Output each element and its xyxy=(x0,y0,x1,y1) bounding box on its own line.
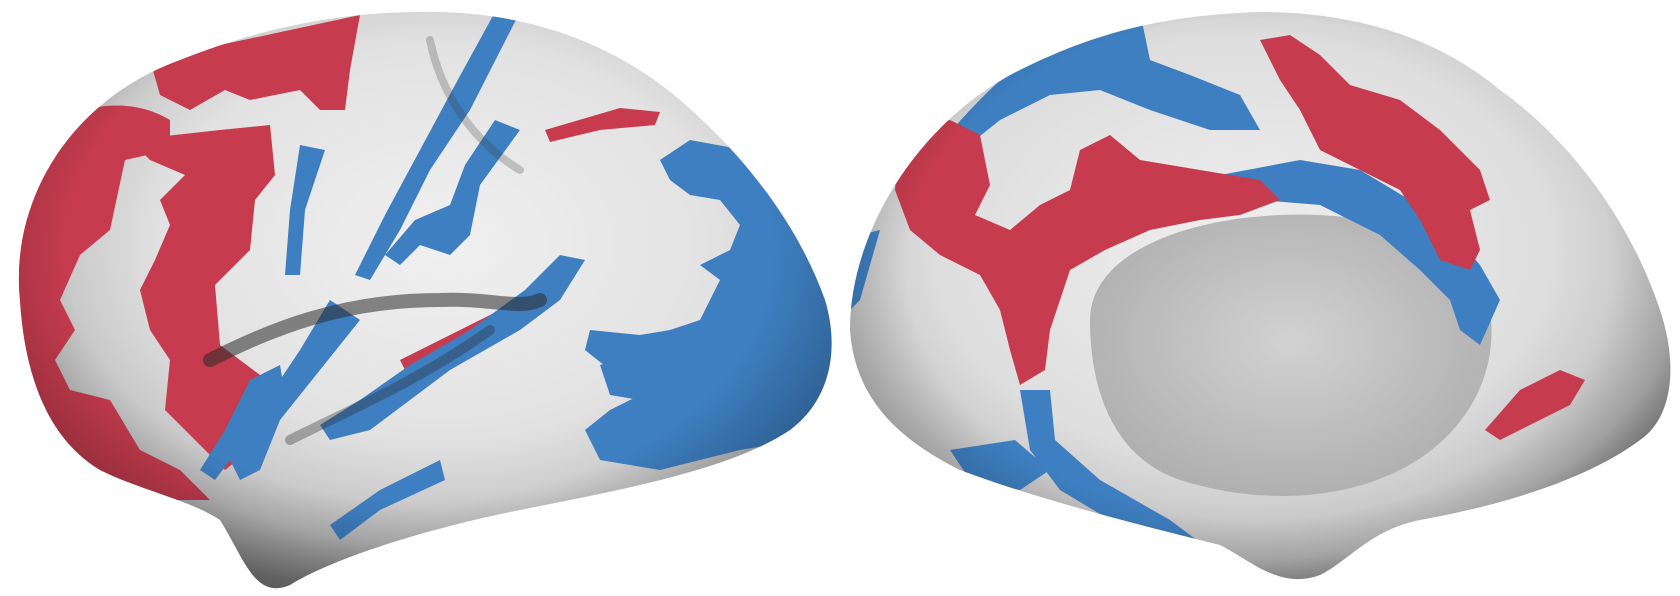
lateral-hemisphere-view xyxy=(18,11,832,589)
medial-hemisphere-view xyxy=(840,0,1680,596)
lateral-edge-shading xyxy=(18,11,832,589)
lateral-hemisphere-svg xyxy=(18,11,832,589)
medial-edge-shading xyxy=(850,12,1671,580)
medial-hemisphere-svg xyxy=(850,12,1671,580)
